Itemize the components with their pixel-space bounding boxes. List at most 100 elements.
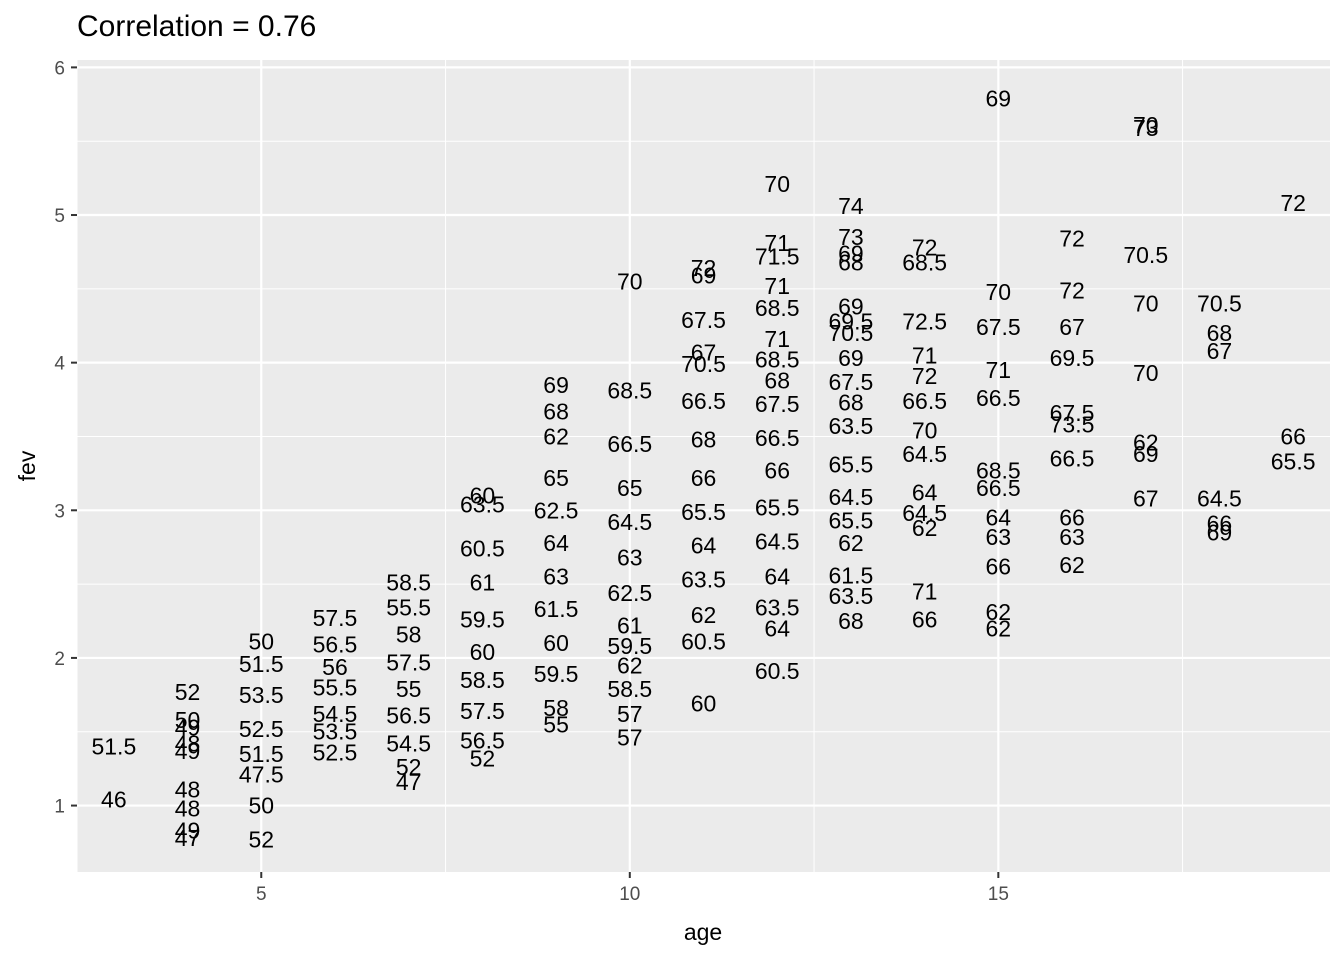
- y-tick-label: 4: [54, 354, 65, 375]
- data-point-label: 69: [986, 85, 1012, 111]
- data-point-label: 64: [986, 505, 1012, 531]
- data-point-label: 57: [617, 725, 643, 751]
- data-point-label: 56.5: [313, 632, 358, 658]
- data-point-label: 61: [470, 570, 496, 596]
- data-point-label: 57: [617, 701, 643, 727]
- data-point-label: 47.5: [239, 762, 284, 788]
- data-point-label: 66: [1059, 505, 1085, 531]
- data-point-label: 68: [764, 367, 790, 393]
- data-point-label: 62: [986, 615, 1012, 641]
- data-point-label: 66: [912, 607, 938, 633]
- data-point-label: 64.5: [607, 509, 652, 535]
- data-point-label: 58: [543, 695, 569, 721]
- data-point-label: 49: [175, 714, 201, 740]
- data-point-label: 70.5: [681, 351, 726, 377]
- data-point-label: 69.5: [829, 308, 874, 334]
- data-point-label: 55.5: [313, 674, 358, 700]
- data-point-label: 72: [912, 234, 938, 260]
- data-point-label: 57.5: [460, 698, 505, 724]
- data-point-label: 59.5: [460, 607, 505, 633]
- data-point-label: 70: [912, 418, 938, 444]
- data-point-label: 62: [986, 599, 1012, 625]
- data-point-label: 63.5: [460, 491, 505, 517]
- x-tick-label: 15: [988, 884, 1009, 905]
- y-tick-label: 6: [54, 58, 65, 79]
- data-point-label: 66.5: [976, 385, 1021, 411]
- data-point-label: 68.5: [902, 249, 947, 275]
- data-point-label: 68.5: [755, 295, 800, 321]
- data-point-label: 67.5: [1050, 400, 1095, 426]
- data-point-label: 51.5: [91, 734, 136, 760]
- data-point-label: 72: [1059, 277, 1085, 303]
- data-point-label: 52: [175, 679, 201, 705]
- data-point-label: 59.5: [534, 661, 579, 687]
- data-point-label: 49: [175, 818, 201, 844]
- data-point-label: 65.5: [755, 494, 800, 520]
- data-point-label: 64.5: [755, 528, 800, 554]
- data-point-label: 64: [764, 615, 790, 641]
- data-point-label: 69: [1133, 441, 1159, 467]
- data-point-label: 52.5: [313, 739, 358, 765]
- plot-panel: [77, 60, 1330, 872]
- data-point-label: 58.5: [386, 570, 431, 596]
- chart-title: Correlation = 0.76: [77, 10, 317, 43]
- data-point-label: 65: [543, 465, 569, 491]
- data-point-label: 52.5: [239, 716, 284, 742]
- data-point-label: 69: [691, 263, 717, 289]
- data-point-label: 70.5: [1197, 291, 1242, 317]
- data-point-label: 71: [764, 326, 790, 352]
- data-point-label: 64: [764, 564, 790, 590]
- point-labels: 51.5465250494849484849475051.553.552.551…: [91, 85, 1315, 852]
- data-point-label: 51.5: [239, 741, 284, 767]
- data-point-label: 49: [175, 738, 201, 764]
- data-point-label: 62: [838, 530, 864, 556]
- data-point-label: 71: [912, 578, 938, 604]
- data-point-label: 66.5: [1050, 446, 1095, 472]
- data-point-label: 64: [912, 480, 938, 506]
- data-point-label: 64.5: [902, 441, 947, 467]
- data-point-label: 67.5: [829, 369, 874, 395]
- data-point-label: 48: [175, 796, 201, 822]
- data-point-label: 66: [986, 553, 1012, 579]
- data-point-label: 62: [1133, 429, 1159, 455]
- data-point-label: 72: [691, 255, 717, 281]
- data-point-label: 66.5: [607, 431, 652, 457]
- data-point-label: 64.5: [829, 484, 874, 510]
- data-point-label: 73.5: [1050, 412, 1095, 438]
- data-point-label: 53.5: [313, 719, 358, 745]
- data-point-label: 60: [543, 630, 569, 656]
- data-point-label: 56.5: [386, 703, 431, 729]
- data-point-label: 69.5: [1050, 345, 1095, 371]
- y-tick-label: 1: [54, 797, 65, 818]
- data-point-label: 56.5: [460, 728, 505, 754]
- data-point-label: 72.5: [902, 308, 947, 334]
- data-point-label: 60.5: [681, 629, 726, 655]
- data-point-label: 63.5: [755, 595, 800, 621]
- data-point-label: 67.5: [976, 314, 1021, 340]
- data-point-label: 67.5: [681, 307, 726, 333]
- data-point-label: 68: [1207, 320, 1233, 346]
- data-point-label: 55.5: [386, 595, 431, 621]
- data-point-label: 63.5: [829, 413, 874, 439]
- data-point-label: 66: [1207, 511, 1233, 537]
- data-point-label: 70.5: [1123, 242, 1168, 268]
- data-point-label: 70: [764, 171, 790, 197]
- data-point-label: 65: [617, 475, 643, 501]
- data-point-label: 67: [1133, 485, 1159, 511]
- data-point-label: 70: [1133, 291, 1159, 317]
- data-point-label: 63: [543, 564, 569, 590]
- data-point-label: 62: [543, 423, 569, 449]
- data-point-label: 67: [1207, 338, 1233, 364]
- data-point-label: 72: [1280, 190, 1306, 216]
- data-point-label: 70: [1133, 112, 1159, 138]
- data-point-label: 48: [175, 776, 201, 802]
- y-tick-label: 5: [54, 206, 65, 227]
- data-point-label: 54.5: [313, 701, 358, 727]
- data-point-label: 58.5: [607, 676, 652, 702]
- data-point-label: 69: [838, 345, 864, 371]
- data-point-label: 52: [396, 754, 422, 780]
- data-point-label: 70: [986, 279, 1012, 305]
- data-point-label: 67.5: [755, 391, 800, 417]
- x-tick-label: 5: [256, 884, 267, 905]
